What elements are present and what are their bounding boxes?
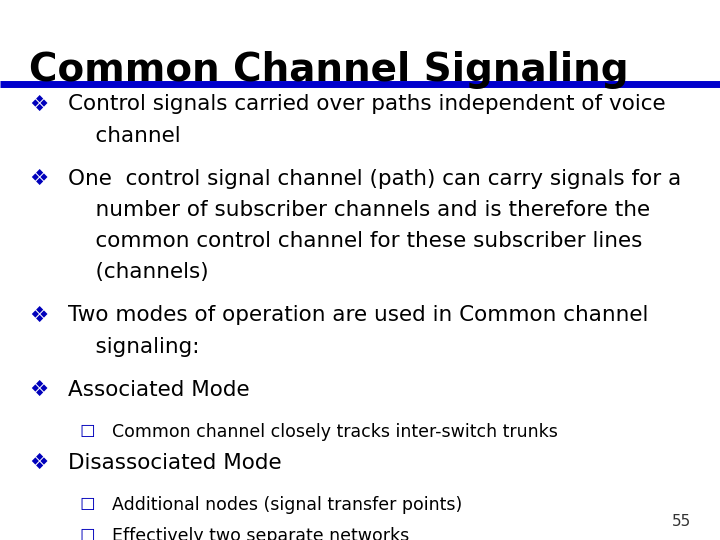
Text: Common Channel Signaling: Common Channel Signaling [29, 51, 629, 89]
Text: channel: channel [68, 126, 181, 146]
Text: Control signals carried over paths independent of voice: Control signals carried over paths indep… [68, 94, 666, 114]
Text: One  control signal channel (path) can carry signals for a: One control signal channel (path) can ca… [68, 169, 682, 189]
Text: common control channel for these subscriber lines: common control channel for these subscri… [68, 231, 643, 251]
Text: ❖: ❖ [29, 94, 48, 114]
Text: (channels): (channels) [68, 262, 209, 282]
Text: 55: 55 [672, 514, 691, 529]
Text: Two modes of operation are used in Common channel: Two modes of operation are used in Commo… [68, 306, 649, 326]
Text: ❖: ❖ [29, 453, 48, 473]
Text: Associated Mode: Associated Mode [68, 380, 250, 400]
Text: number of subscriber channels and is therefore the: number of subscriber channels and is the… [68, 200, 651, 220]
Text: Common channel closely tracks inter-switch trunks: Common channel closely tracks inter-swit… [112, 423, 557, 441]
Text: Effectively two separate networks: Effectively two separate networks [112, 526, 409, 540]
Text: ❖: ❖ [29, 380, 48, 400]
Text: ☐: ☐ [79, 423, 95, 441]
Text: ❖: ❖ [29, 169, 48, 189]
Text: Disassociated Mode: Disassociated Mode [68, 453, 282, 473]
Text: signaling:: signaling: [68, 336, 200, 357]
Text: ☐: ☐ [79, 526, 95, 540]
Text: Additional nodes (signal transfer points): Additional nodes (signal transfer points… [112, 496, 462, 514]
Text: ❖: ❖ [29, 306, 48, 326]
Text: ☐: ☐ [79, 496, 95, 514]
